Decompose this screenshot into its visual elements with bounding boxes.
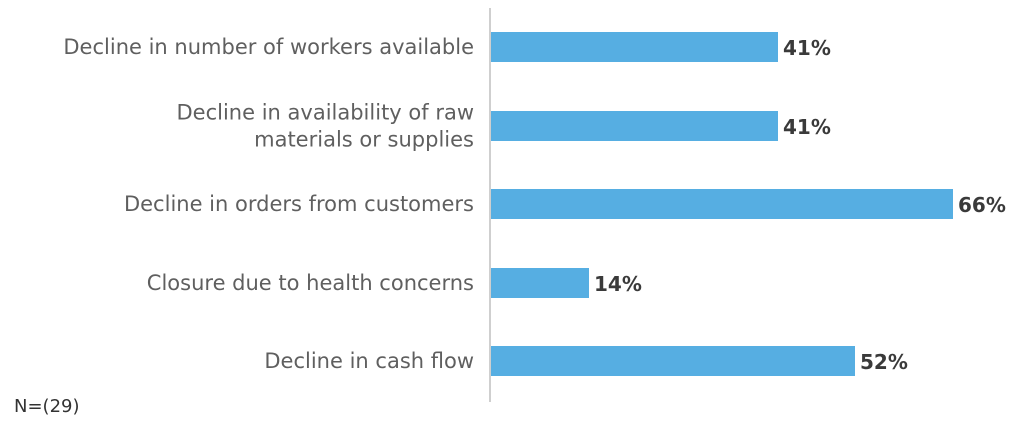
sample-size-note: N=(29) — [14, 396, 80, 417]
category-label-1-line-1: Decline in number of workers available — [63, 35, 474, 59]
bar-4 — [491, 268, 589, 298]
category-label-3-line-1: Decline in orders from customers — [124, 192, 474, 216]
category-label-1: Decline in number of workers available — [63, 35, 474, 59]
value-label-1: 41% — [783, 36, 831, 60]
value-label-5: 52% — [860, 350, 908, 374]
bar-3 — [491, 189, 953, 219]
bar-2 — [491, 111, 778, 141]
category-label-5: Decline in cash flow — [264, 349, 474, 373]
category-label-4: Closure due to health concerns — [147, 271, 474, 295]
bar-group: 41% Decline in number of workers availabl… — [63, 32, 1006, 376]
value-label-3: 66% — [958, 193, 1006, 217]
category-label-4-line-1: Closure due to health concerns — [147, 271, 474, 295]
category-label-2-line-2: materials or supplies — [254, 128, 474, 152]
bar-5 — [491, 346, 855, 376]
value-label-4: 14% — [594, 272, 642, 296]
value-label-2: 41% — [783, 115, 831, 139]
category-label-2-line-1: Decline in availability of raw — [177, 101, 475, 125]
category-label-2: Decline in availability of raw materials … — [177, 101, 475, 152]
category-label-5-line-1: Decline in cash flow — [264, 349, 474, 373]
bar-1 — [491, 32, 778, 62]
category-label-3: Decline in orders from customers — [124, 192, 474, 216]
